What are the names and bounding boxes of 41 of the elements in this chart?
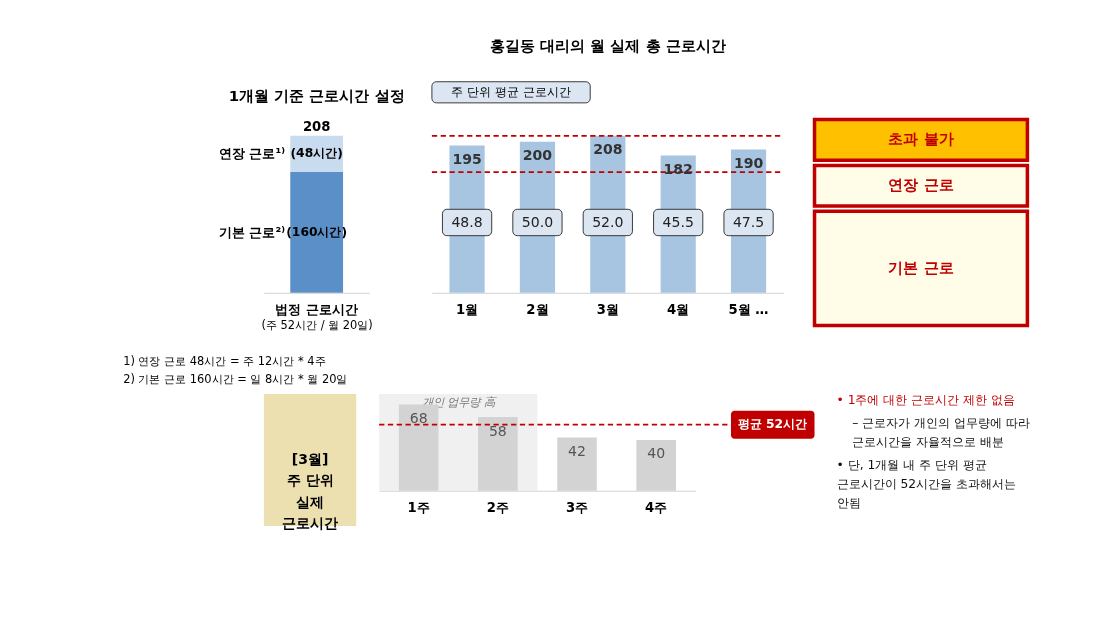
data-label: 200 bbox=[522, 147, 553, 164]
annotation: 45.5 bbox=[662, 213, 694, 230]
annotation: 47.5 bbox=[732, 213, 765, 230]
x-tick-label: 2주 bbox=[486, 500, 509, 516]
annotation: 52.0 bbox=[592, 213, 624, 230]
text: 기본 근로 bbox=[888, 258, 954, 277]
text: 초과 불가 bbox=[888, 130, 954, 149]
ref-line-label: 평균 52시간 bbox=[737, 417, 807, 432]
text: 주 단위 평균 근로시간 bbox=[451, 84, 571, 99]
text: [3월] 주 단위 실제 근로시간 bbox=[282, 451, 339, 531]
chart-title: 1개월 기준 근로시간 설정 bbox=[228, 87, 405, 106]
x-tick-label: 5월 … bbox=[728, 302, 769, 318]
text: • 단, 1개월 내 주 단위 평균 근로시간이 52시간을 초과해서는 안됨 bbox=[836, 457, 1016, 511]
text: – 근로자가 개인의 업무량에 따라 근로시간을 자율적으로 배분 bbox=[852, 415, 1031, 449]
data-label: 195 bbox=[452, 151, 482, 168]
text: • 1주에 대한 근로시간 제한 없음 bbox=[836, 392, 1016, 407]
total-label: 208 bbox=[302, 119, 331, 135]
annotation: 48.8 bbox=[451, 213, 483, 230]
text: 1) 연장 근로 48시간 = 주 12시간 * 4주 bbox=[123, 353, 326, 368]
data-label: 40 bbox=[647, 445, 666, 462]
data-label: 190 bbox=[733, 154, 764, 171]
data-label: (48시간) bbox=[290, 146, 343, 161]
series-label: 기본 근로²⁾ bbox=[218, 224, 286, 240]
text: 2) 기본 근로 160시간 = 일 8시간 * 월 20일 bbox=[123, 371, 348, 386]
x-tick-label: 3월 bbox=[596, 302, 619, 318]
text: 연장 근로 bbox=[888, 176, 954, 195]
x-tick-label: 4주 bbox=[645, 500, 668, 516]
x-tick-label: 1월 bbox=[455, 302, 479, 318]
chart-title: 홍길동 대리의 월 실제 총 근로시간 bbox=[489, 37, 726, 56]
x-tick-label: 법정 근로시간 bbox=[275, 302, 358, 318]
x-tick-label: 3주 bbox=[565, 500, 589, 516]
x-tick-label: 2월 bbox=[526, 302, 549, 318]
x-tick-label: 1주 bbox=[407, 500, 430, 516]
data-label: 42 bbox=[568, 442, 586, 459]
annotation: 50.0 bbox=[521, 213, 554, 230]
x-axis-title: (주 52시간 / 월 20일) bbox=[261, 318, 373, 333]
data-label: 58 bbox=[488, 422, 507, 439]
data-label: 68 bbox=[409, 409, 428, 426]
data-label: 208 bbox=[593, 141, 623, 158]
series-label: 연장 근로¹⁾ bbox=[218, 146, 286, 162]
x-tick-label: 4월 bbox=[667, 302, 690, 318]
